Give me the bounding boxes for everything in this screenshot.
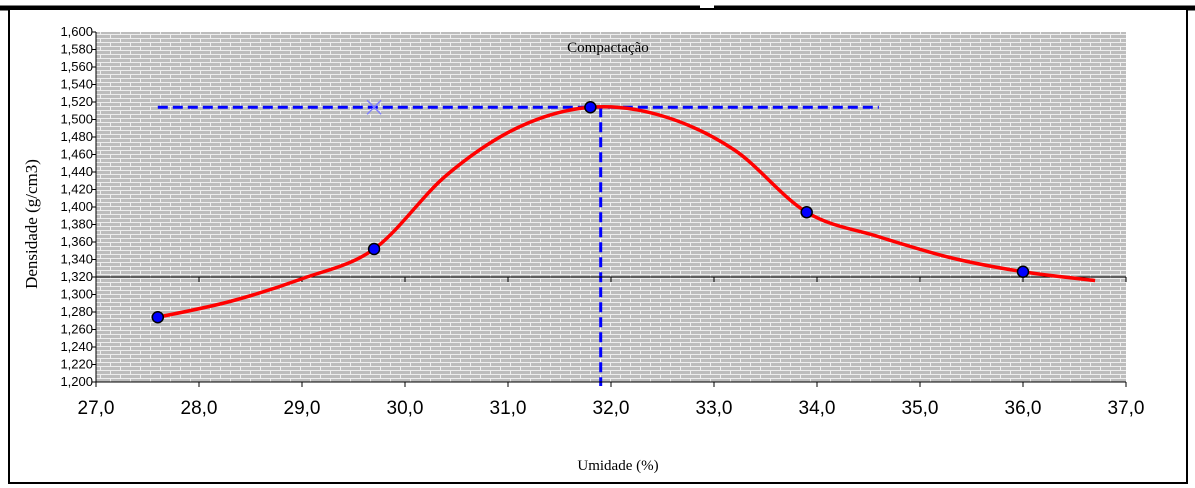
- y-tick-label: 1,260: [60, 322, 93, 337]
- y-tick-label: 1,340: [60, 252, 93, 267]
- x-tick-label: 29,0: [284, 398, 321, 419]
- chart-title: Compactação: [567, 40, 649, 56]
- x-tick-label: 32,0: [593, 398, 630, 419]
- y-tick-label: 1,320: [60, 269, 93, 284]
- x-tick-label: 31,0: [490, 398, 527, 419]
- y-tick-label: 1,480: [60, 129, 93, 144]
- chart-container: 1,200 1,220 1,240 1,260 1,280 1,300 1,320 1,340…: [8, 8, 1188, 484]
- y-tick-label: 1,580: [60, 42, 93, 57]
- x-tick-label: 35,0: [902, 398, 939, 419]
- y-tick-label: 1,220: [60, 357, 93, 372]
- x-tick-label: 36,0: [1005, 398, 1042, 419]
- x-tick-label: 34,0: [799, 398, 836, 419]
- data-point-marker: [1016, 265, 1030, 278]
- x-tick-label: 28,0: [181, 398, 218, 419]
- y-tick-label: 1,360: [60, 234, 93, 249]
- y-tick-label: 1,500: [60, 112, 93, 127]
- x-tick-label: 30,0: [387, 398, 424, 419]
- y-tick-label: 1,540: [60, 77, 93, 92]
- reference-x-marker: [366, 99, 382, 115]
- y-tick-label: 1,600: [60, 24, 93, 39]
- x-tick-label: 33,0: [696, 398, 733, 419]
- x-axis-label: Umidade (%): [577, 458, 658, 474]
- y-tick-label: 1,440: [60, 164, 93, 179]
- y-tick-label: 1,460: [60, 147, 93, 162]
- y-tick-label: 1,400: [60, 199, 93, 214]
- y-tick-label: 1,560: [60, 59, 93, 74]
- y-tick-label: 1,200: [60, 374, 93, 389]
- data-point-marker: [367, 242, 381, 256]
- y-tick-label: 1,240: [60, 339, 93, 354]
- y-tick-label: 1,280: [60, 304, 93, 319]
- y-tick-label: 1,520: [60, 94, 93, 109]
- y-axis-label: Densidade (g/cm3): [22, 159, 41, 289]
- compaction-chart: 1,200 1,220 1,240 1,260 1,280 1,300 1,320 1,340…: [22, 24, 1145, 474]
- data-point-marker: [800, 206, 813, 219]
- y-tick-label: 1,420: [60, 182, 93, 197]
- x-tick-label: 27,0: [78, 398, 115, 419]
- data-point-marker: [151, 311, 165, 324]
- compaction-curve: [157, 105, 1096, 319]
- y-tick-label: 1,380: [60, 217, 93, 232]
- y-tick-label: 1,300: [60, 287, 93, 302]
- plot-area: [96, 32, 1126, 382]
- x-tick-label: 37,0: [1108, 398, 1145, 419]
- data-point-marker: [584, 101, 597, 114]
